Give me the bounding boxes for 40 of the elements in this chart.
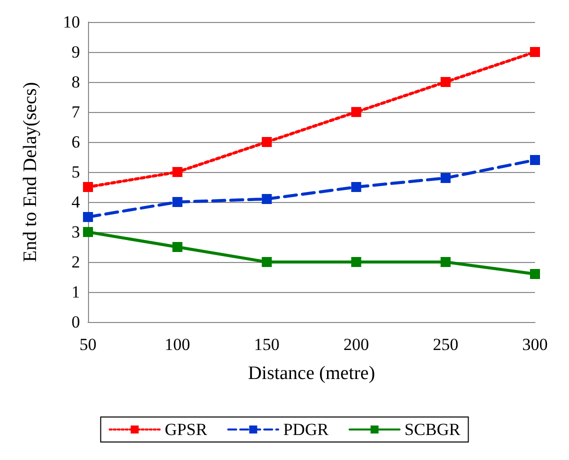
point	[530, 269, 540, 279]
point	[351, 107, 362, 117]
y-tick-label: 7	[72, 102, 80, 122]
y-tick-label: 1	[72, 282, 80, 302]
y-axis-title: End to End Delay(secs)	[20, 82, 41, 262]
x-tick-label: 200	[343, 335, 369, 354]
point	[530, 47, 540, 57]
point	[83, 212, 93, 222]
x-tick-label: 300	[522, 335, 548, 354]
y-tick-label: 0	[72, 312, 80, 332]
point	[262, 137, 272, 147]
point	[262, 194, 272, 204]
point	[83, 227, 93, 237]
point	[172, 167, 182, 177]
point	[440, 77, 451, 87]
y-tick-label: 8	[72, 72, 80, 92]
x-tick-label: 150	[254, 335, 280, 354]
point	[83, 182, 93, 192]
legend-label: SCBGR	[404, 420, 461, 439]
point	[530, 155, 540, 165]
y-tick-label: 3	[72, 222, 80, 242]
point	[262, 257, 272, 267]
point	[440, 257, 451, 267]
point	[351, 182, 362, 192]
x-tick-label: 100	[164, 335, 190, 354]
point	[440, 173, 451, 183]
y-tick-label: 2	[72, 252, 80, 272]
x-tick-label: 250	[432, 335, 458, 354]
legend-label: GPSR	[164, 420, 208, 439]
y-tick-label: 10	[63, 12, 80, 32]
point	[172, 197, 182, 207]
x-tick-label: 50	[80, 335, 96, 354]
y-tick-label: 9	[72, 42, 80, 62]
point	[172, 242, 182, 252]
point	[351, 257, 362, 267]
y-tick-label: 6	[72, 132, 80, 152]
y-tick-label: 5	[72, 162, 80, 182]
x-axis-title: Distance (metre)	[248, 363, 376, 384]
y-tick-label: 4	[72, 192, 80, 212]
legend-label: PDGR	[283, 420, 330, 439]
